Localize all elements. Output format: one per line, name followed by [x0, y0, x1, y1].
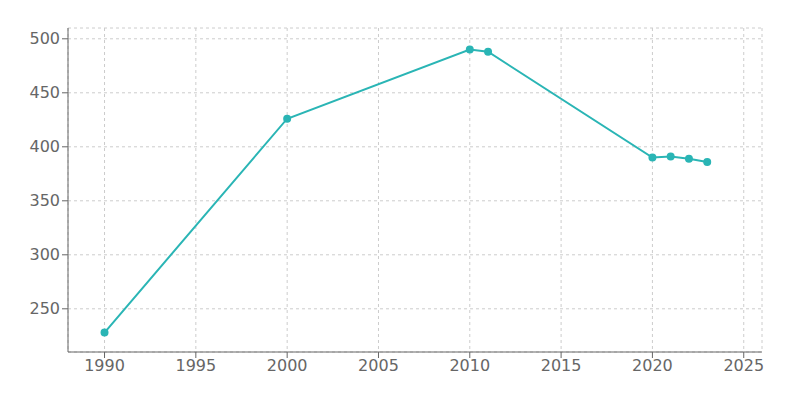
svg-text:2020: 2020 [632, 356, 673, 375]
svg-text:250: 250 [29, 299, 60, 318]
svg-text:450: 450 [29, 83, 60, 102]
svg-text:2010: 2010 [449, 356, 490, 375]
svg-text:1995: 1995 [175, 356, 216, 375]
svg-text:2025: 2025 [723, 356, 764, 375]
svg-text:1990: 1990 [84, 356, 125, 375]
svg-text:2005: 2005 [358, 356, 399, 375]
svg-text:500: 500 [29, 29, 60, 48]
svg-text:2000: 2000 [267, 356, 308, 375]
svg-text:300: 300 [29, 245, 60, 264]
svg-text:350: 350 [29, 191, 60, 210]
svg-text:400: 400 [29, 137, 60, 156]
svg-text:2015: 2015 [541, 356, 582, 375]
